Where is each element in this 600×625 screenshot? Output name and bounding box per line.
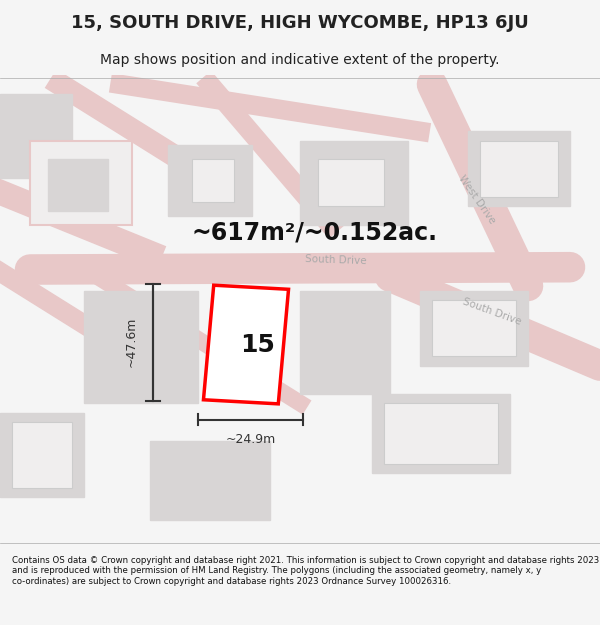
Polygon shape [203, 285, 289, 404]
Polygon shape [192, 159, 234, 201]
Text: ~617m²/~0.152ac.: ~617m²/~0.152ac. [192, 220, 438, 244]
Text: ~24.9m: ~24.9m [226, 432, 275, 446]
Text: Map shows position and indicative extent of the property.: Map shows position and indicative extent… [100, 53, 500, 67]
Polygon shape [300, 291, 390, 394]
Polygon shape [372, 394, 510, 474]
Text: 15, SOUTH DRIVE, HIGH WYCOMBE, HP13 6JU: 15, SOUTH DRIVE, HIGH WYCOMBE, HP13 6JU [71, 14, 529, 31]
Text: 15: 15 [241, 332, 275, 356]
Text: Contains OS data © Crown copyright and database right 2021. This information is : Contains OS data © Crown copyright and d… [12, 556, 599, 586]
Polygon shape [480, 141, 558, 197]
Text: South Drive: South Drive [461, 296, 523, 327]
Polygon shape [468, 131, 570, 206]
Polygon shape [318, 159, 384, 206]
Polygon shape [0, 412, 84, 497]
Text: South Drive: South Drive [305, 254, 367, 266]
Polygon shape [48, 159, 108, 211]
Polygon shape [420, 291, 528, 366]
Polygon shape [12, 422, 72, 488]
Text: ~47.6m: ~47.6m [125, 317, 138, 368]
Polygon shape [30, 141, 132, 225]
Polygon shape [84, 291, 198, 403]
Polygon shape [432, 300, 516, 356]
Polygon shape [300, 141, 408, 225]
Polygon shape [0, 94, 72, 178]
Polygon shape [150, 441, 270, 520]
Polygon shape [168, 145, 252, 216]
Text: West Drive: West Drive [457, 173, 497, 226]
Polygon shape [384, 403, 498, 464]
